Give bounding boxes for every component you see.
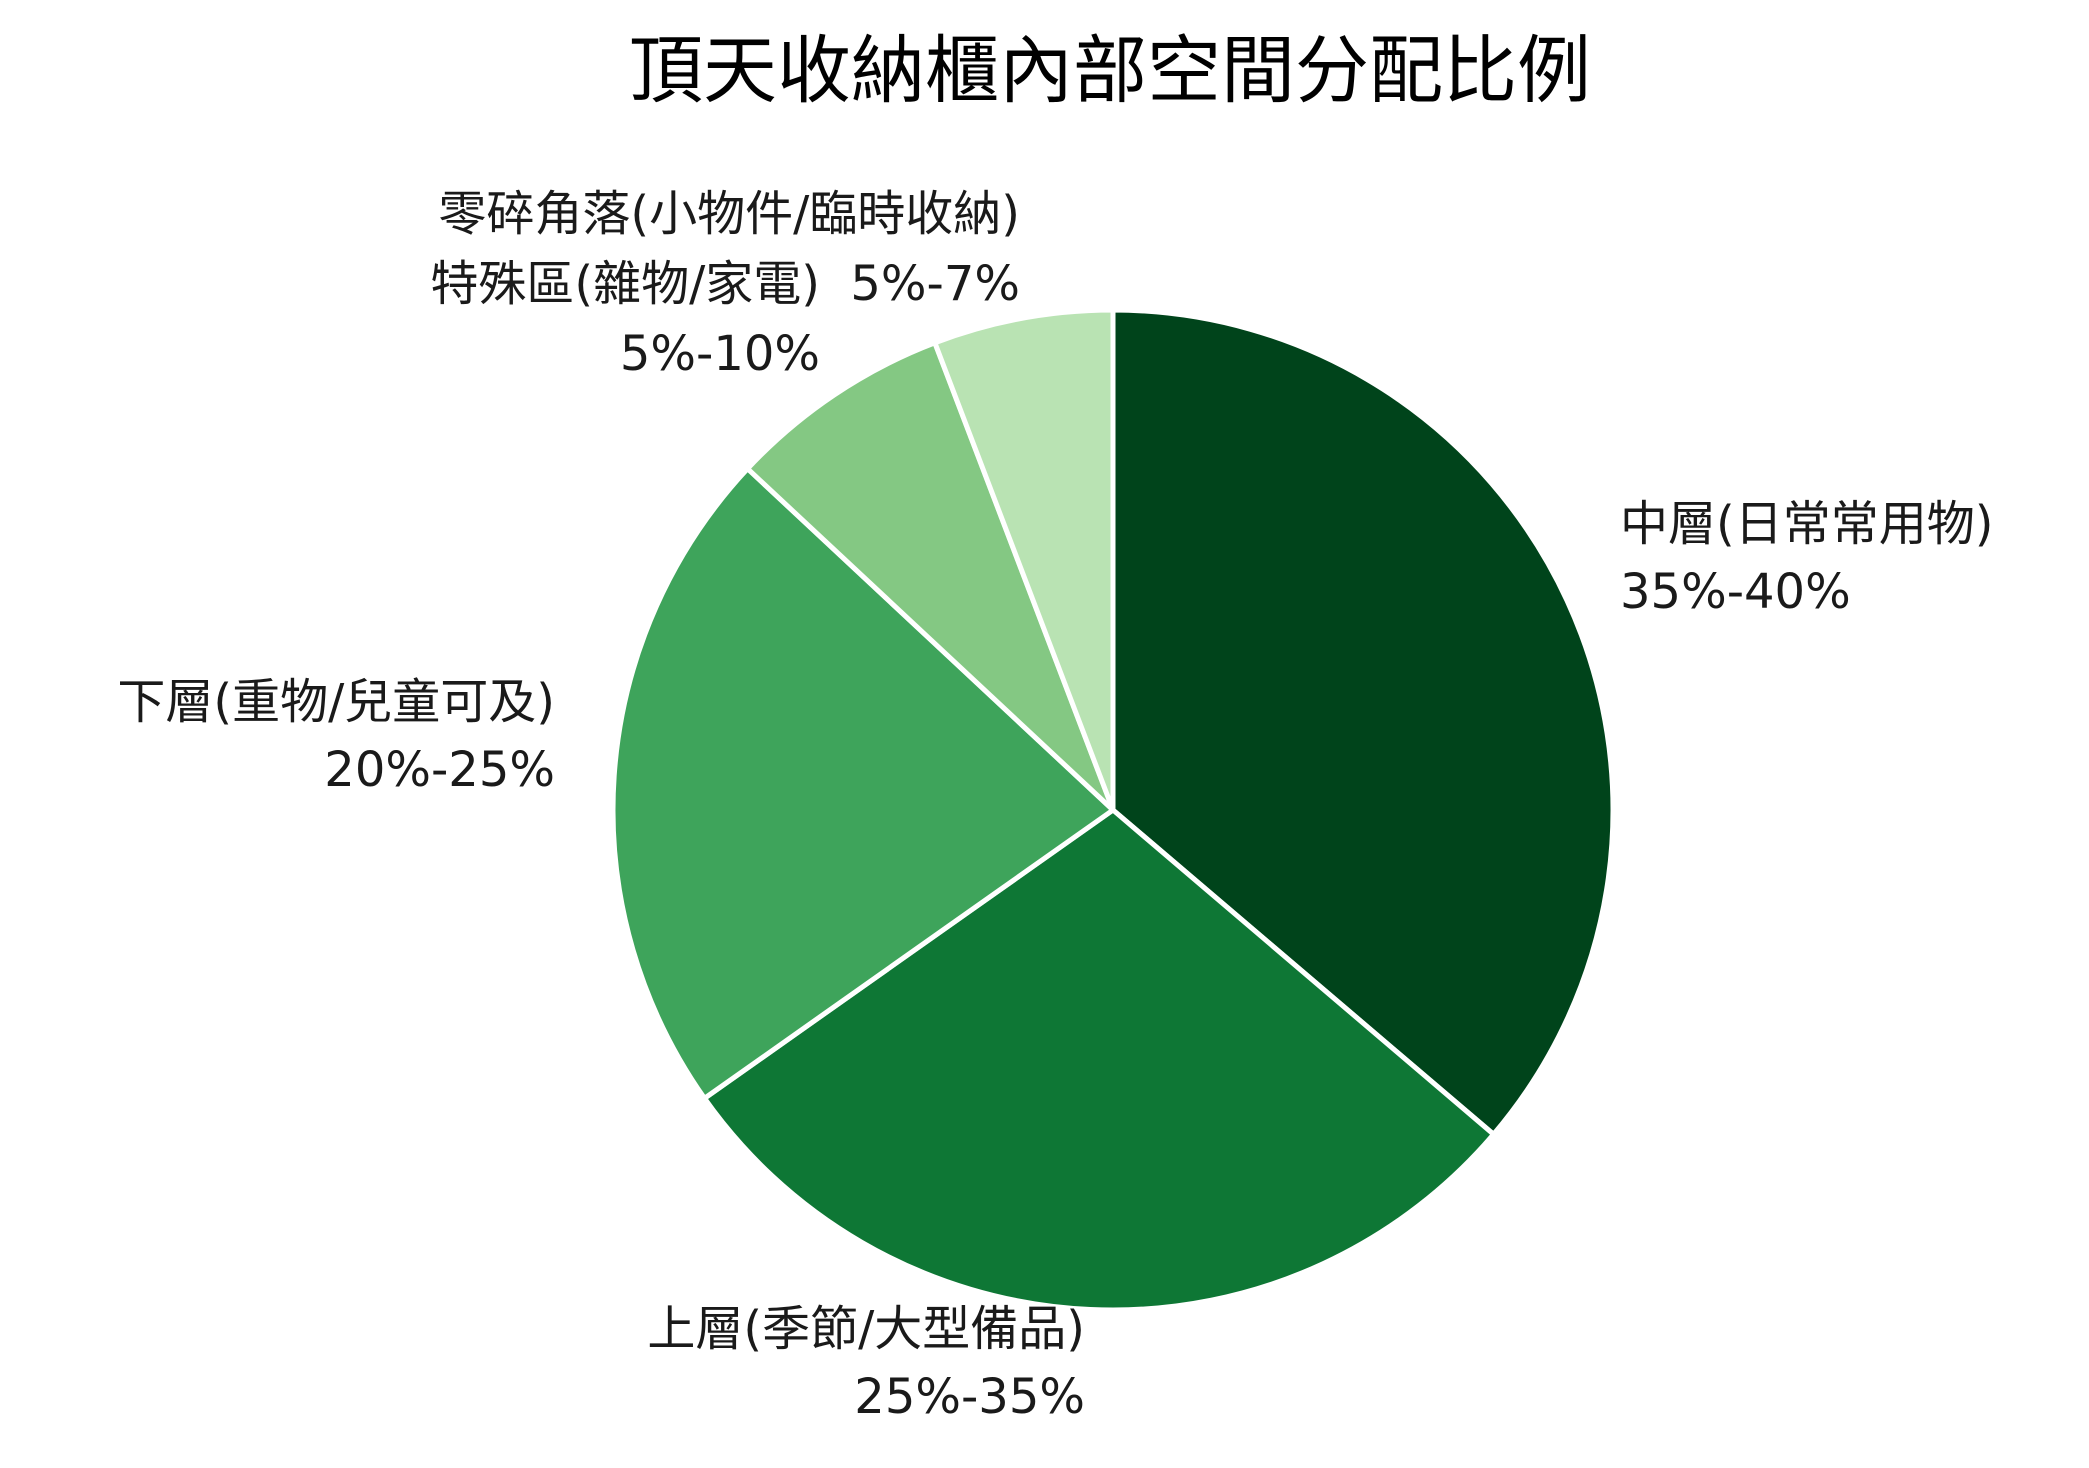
chart-title: 頂天收納櫃內部空間分配比例: [629, 28, 1591, 114]
slice-range-label: 20%-25%: [324, 742, 555, 798]
slice-name-label: 下層(重物/兒童可及): [117, 674, 555, 730]
pie-slice: [745, 340, 1116, 813]
pie-slice: [932, 307, 1116, 813]
pie-slice: [1110, 307, 1616, 1137]
slice-range-label: 5%-10%: [620, 326, 820, 382]
slice-name-label: 特殊區(雜物/家電): [430, 256, 820, 312]
pie-slice: [610, 466, 1116, 1101]
slice-name-label: 中層(日常常用物): [1620, 496, 1993, 552]
pie-slice: [702, 807, 1497, 1313]
slice-range-label: 25%-35%: [854, 1369, 1085, 1425]
slice-name-label: 上層(季節/大型備品): [647, 1301, 1085, 1357]
pie-labels: 中層(日常常用物) 35%-40% 上層(季節/大型備品) 25%-35% 下層(重物/…: [117, 186, 1993, 1425]
pie-slices: [610, 307, 1616, 1313]
slice-name-label: 零碎角落(小物件/臨時收納): [438, 186, 1020, 242]
slice-range-label: 35%-40%: [1620, 564, 1851, 620]
slice-range-label: 5%-7%: [850, 256, 1020, 312]
